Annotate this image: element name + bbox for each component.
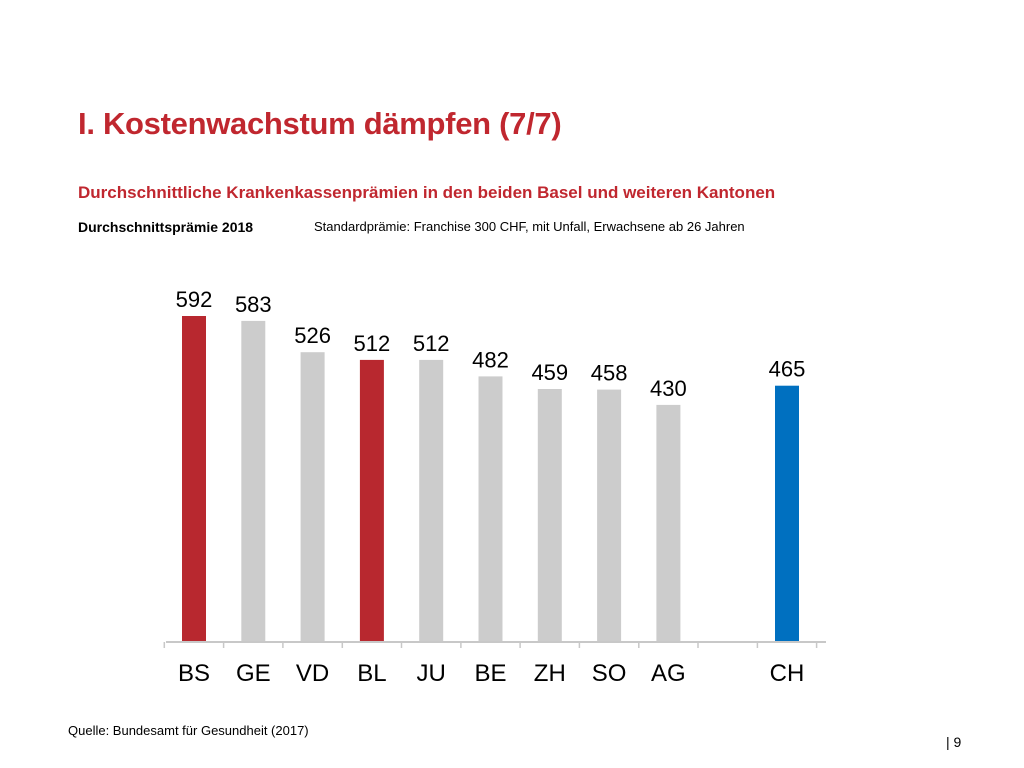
bar-ch bbox=[775, 385, 799, 641]
value-labels-group: 592 583 526 512 512 482 459 458 430 465 bbox=[176, 287, 806, 401]
category-label-be: BE bbox=[474, 660, 506, 687]
category-label-bl: BL bbox=[357, 660, 386, 687]
value-label-vd: 526 bbox=[294, 323, 331, 348]
x-axis bbox=[163, 641, 826, 648]
value-label-be: 482 bbox=[472, 347, 509, 372]
category-label-bs: BS bbox=[178, 660, 210, 687]
bar-ag bbox=[656, 404, 681, 641]
source-note: Quelle: Bundesamt für Gesundheit (2017) bbox=[68, 723, 309, 738]
bar-bs bbox=[182, 316, 206, 641]
value-label-bs: 592 bbox=[176, 287, 213, 312]
bar-so bbox=[597, 389, 622, 641]
category-label-ch: CH bbox=[770, 660, 805, 687]
value-label-ge: 583 bbox=[235, 292, 272, 317]
category-label-ge: GE bbox=[236, 660, 271, 687]
slide-title: I. Kostenwachstum dämpfen (7/7) bbox=[78, 106, 562, 141]
bars-group bbox=[182, 316, 799, 641]
page-number: | 9 bbox=[946, 734, 962, 750]
bar-vd bbox=[300, 352, 325, 641]
category-labels-group: BS GE VD BL JU BE ZH SO AG CH bbox=[178, 660, 804, 687]
chart-note: Standardprämie: Franchise 300 CHF, mit U… bbox=[314, 219, 745, 234]
bar-ge bbox=[241, 320, 266, 641]
slide-subtitle: Durchschnittliche Krankenkassenprämien i… bbox=[78, 183, 776, 202]
category-label-so: SO bbox=[592, 660, 627, 687]
value-label-ch: 465 bbox=[769, 357, 806, 382]
category-label-ag: AG bbox=[651, 660, 686, 687]
bar-ju bbox=[419, 359, 444, 641]
value-label-so: 458 bbox=[591, 361, 628, 386]
bar-bl bbox=[359, 359, 384, 641]
value-label-ju: 512 bbox=[413, 331, 450, 356]
bar-zh bbox=[537, 389, 562, 641]
value-label-bl: 512 bbox=[354, 331, 391, 356]
category-label-zh: ZH bbox=[534, 660, 566, 687]
category-label-vd: VD bbox=[296, 660, 329, 687]
category-label-ju: JU bbox=[417, 660, 446, 687]
chart-label: Durchschnittsprämie 2018 bbox=[78, 219, 254, 235]
value-label-ag: 430 bbox=[650, 376, 687, 401]
bar-be bbox=[478, 376, 503, 641]
value-label-zh: 459 bbox=[531, 360, 568, 385]
